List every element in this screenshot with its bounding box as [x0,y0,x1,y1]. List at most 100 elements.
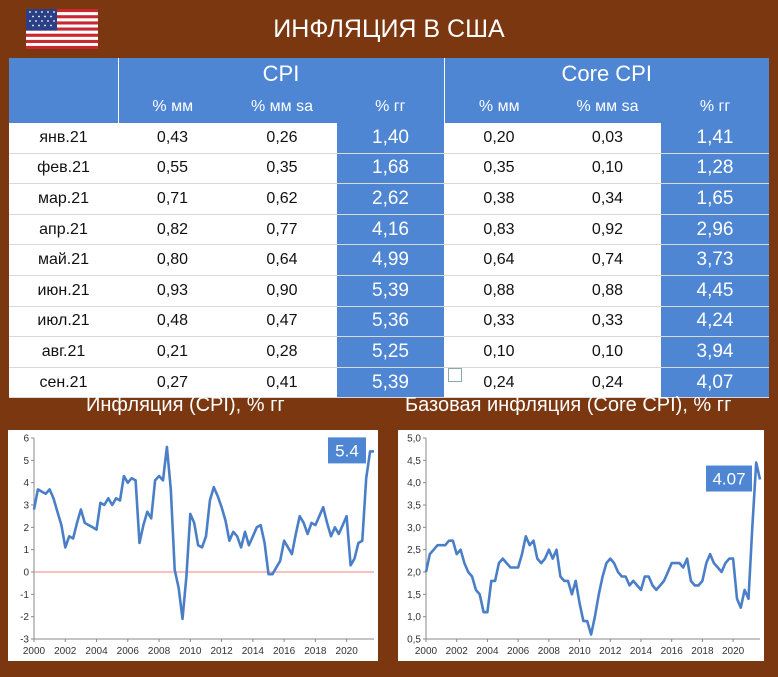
core-x-tick-label: 2020 [722,646,745,657]
core-y-tick-label: 3,5 [407,501,421,512]
cpi-x-tick-label: 2016 [273,646,296,657]
column-header: % гг [337,90,444,123]
core-mm-cell: 0,33 [444,306,554,338]
core-series-line [424,461,762,636]
corner-cell [9,58,118,90]
cpi-mm-cell: 0,80 [118,244,227,276]
cpi-mm-cell: 0,82 [118,214,227,246]
cpi-x-tick-label: 2008 [148,646,171,657]
core-cpi-chart-title: Базовая инфляция (Core CPI), % гг [405,394,732,416]
core-annotation-box [706,465,752,492]
cpi-mm-sa-cell: 0,47 [227,306,337,338]
core-mm-cell: 0,38 [444,183,554,215]
core-mm-cell: 0,64 [444,244,554,276]
core-cpi-chart: 0,5 1,0 1,5 2,0 2,5 3,0 3,5 4,0 4,5 5,0 2000 2002 20… [398,430,764,661]
cpi-y-tick-label: 5 [23,456,29,467]
cpi-x-tick-label: 2000 [23,646,46,657]
page-title: ИНФЛЯЦИЯ В США [273,15,505,43]
table-row: сен.21 0,27 0,41 5,39 0,24 0,24 4,07 [9,367,769,399]
row-month: июн.21 [9,275,118,307]
core-mm-sa-cell: 0,88 [554,275,661,307]
cpi-mm-sa-cell: 0,41 [227,367,337,399]
cpi-yy-cell: 4,99 [337,244,444,276]
cpi-x-tick-label: 2018 [304,646,327,657]
core-yy-cell: 1,28 [661,153,769,185]
cpi-mm-cell: 0,71 [118,183,227,215]
cpi-x-tick-label: 2010 [179,646,202,657]
core-x-tick-label: 2002 [446,646,469,657]
cpi-yy-cell: 5,36 [337,306,444,338]
cpi-annotation-box [328,437,366,464]
table-row: фев.21 0,55 0,35 1,68 0,35 0,10 1,28 [9,153,769,185]
core-mm-cell: 0,24 [444,367,554,399]
group-header-core-cpi: Core CPI [443,58,769,90]
cpi-y-tick-label: 1 [23,545,29,556]
cpi-mm-cell: 0,43 [118,123,227,154]
core-mm-sa-cell: 0,74 [554,244,661,276]
column-header: % мм [117,90,227,123]
cpi-y-tick-label: 3 [23,501,29,512]
table-row: апр.21 0,82 0,77 4,16 0,83 0,92 2,96 [9,214,769,246]
core-y-tick-label: 1,0 [407,612,421,623]
group-header-cpi: CPI [117,58,444,90]
cpi-annotation-label: 5.4 [335,441,359,460]
core-x-tick-label: 2010 [568,646,591,657]
row-month: авг.21 [9,336,118,368]
table-row: июл.21 0,48 0,47 5,36 0,33 0,33 4,24 [9,306,769,338]
cpi-y-tick-label: 6 [23,434,29,445]
core-y-tick-label: 4,0 [407,478,421,489]
core-y-tick-label: 3,0 [407,523,421,534]
cpi-mm-cell: 0,48 [118,306,227,338]
core-cpi-chart-svg: 0,5 1,0 1,5 2,0 2,5 3,0 3,5 4,0 4,5 5,0 2000 2002 20… [407,434,762,657]
core-yy-cell: 4,45 [661,275,769,307]
core-x-tick-label: 2004 [476,646,499,657]
core-y-tick-label: 0,5 [407,635,421,646]
cpi-mm-cell: 0,93 [118,275,227,307]
cpi-y-tick-label: 2 [23,523,29,534]
core-yy-cell: 4,24 [661,306,769,338]
core-x-tick-label: 2018 [691,646,714,657]
cpi-chart-svg: -3 -2 -1 0 1 2 3 4 5 6 2000 2002 2004 2006 2008 2010 201… [20,434,374,657]
cpi-y-tick-label: -3 [20,635,29,646]
core-mm-cell: 0,88 [444,275,554,307]
core-y-tick-label: 4,5 [407,456,421,467]
cpi-y-tick-label: -1 [20,590,29,601]
table-row: май.21 0,80 0,64 4,99 0,64 0,74 3,73 [9,244,769,276]
cpi-mm-sa-cell: 0,64 [227,244,337,276]
cpi-x-tick-label: 2020 [336,646,359,657]
core-mm-sa-cell: 0,92 [554,214,661,246]
us-flag-icon [26,9,98,49]
cpi-chart: -3 -2 -1 0 1 2 3 4 5 6 2000 2002 2004 2006 2008 2010 201… [8,430,378,661]
cpi-x-tick-label: 2002 [54,646,77,657]
core-y-tick-label: 5,0 [407,434,421,445]
cpi-x-tick-label: 2006 [117,646,140,657]
row-month: мар.21 [9,183,118,215]
core-yy-cell: 1,41 [661,123,769,154]
row-month: фев.21 [9,153,118,185]
core-y-tick-label: 2,0 [407,568,421,579]
cpi-yy-cell: 5,39 [337,367,444,399]
cpi-x-tick-label: 2012 [210,646,233,657]
header: ИНФЛЯЦИЯ В США [0,0,778,58]
core-mm-sa-cell: 0,34 [554,183,661,215]
cpi-mm-sa-cell: 0,62 [227,183,337,215]
column-header: % гг [661,90,769,123]
cpi-series-line [32,445,374,621]
column-header: % мм sa [227,90,337,123]
cpi-y-tick-label: 4 [23,478,29,489]
row-month: июл.21 [9,306,118,338]
cpi-mm-sa-cell: 0,35 [227,153,337,185]
cpi-mm-sa-cell: 0,26 [227,123,337,154]
core-mm-sa-cell: 0,10 [554,336,661,368]
paste-options-icon[interactable] [448,368,462,382]
core-yy-cell: 1,65 [661,183,769,215]
cpi-mm-cell: 0,27 [118,367,227,399]
cpi-mm-cell: 0,55 [118,153,227,185]
core-y-tick-label: 2,5 [407,545,421,556]
cpi-mm-sa-cell: 0,90 [227,275,337,307]
row-month: сен.21 [9,367,118,399]
cpi-yy-cell: 1,68 [337,153,444,185]
cpi-mm-cell: 0,21 [118,336,227,368]
cpi-yy-cell: 4,16 [337,214,444,246]
core-mm-cell: 0,10 [444,336,554,368]
